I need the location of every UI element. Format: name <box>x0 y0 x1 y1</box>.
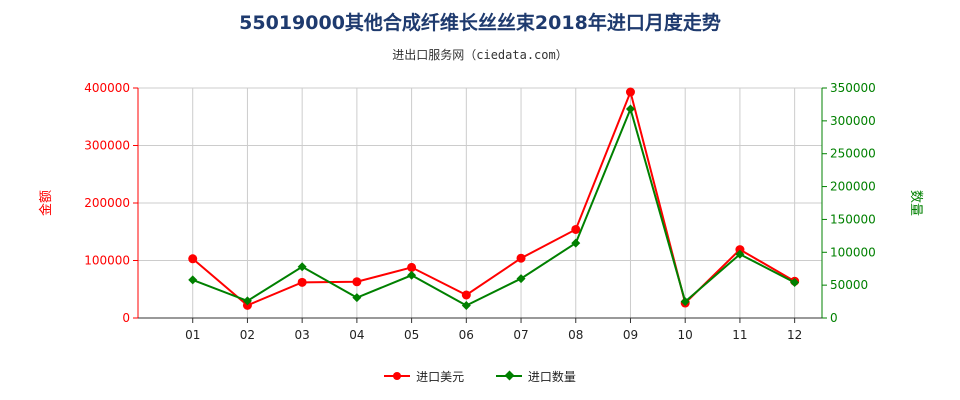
x-axis-tick-label: 01 <box>185 328 200 342</box>
legend: 进口美元 进口数量 <box>0 366 960 385</box>
right-axis-tick-label: 200000 <box>830 180 876 194</box>
right-axis-tick-label: 100000 <box>830 245 876 259</box>
data-point-quantity <box>188 275 198 285</box>
left-axis-tick-label: 400000 <box>84 81 130 95</box>
data-point-amount <box>297 277 307 287</box>
left-axis-tick-label: 200000 <box>84 196 130 210</box>
data-point-amount <box>407 262 417 272</box>
x-axis-tick-label: 11 <box>732 328 747 342</box>
legend-swatch-amount <box>384 372 411 380</box>
x-axis-tick-label: 06 <box>459 328 474 342</box>
data-point-quantity <box>735 249 745 259</box>
x-axis-tick-label: 12 <box>787 328 802 342</box>
x-axis-tick-label: 03 <box>295 328 310 342</box>
data-point-amount <box>571 224 581 234</box>
data-point-quantity <box>407 270 417 280</box>
right-axis-tick-label: 150000 <box>830 212 876 226</box>
right-axis-tick-label: 300000 <box>830 114 876 128</box>
data-point-amount <box>735 245 745 255</box>
series-line-quantity <box>192 105 796 307</box>
legend-swatch-quantity <box>495 370 522 381</box>
legend-item-quantity[interactable]: 进口数量 <box>495 368 576 385</box>
data-point-amount <box>625 87 635 97</box>
data-point-amount <box>352 277 362 287</box>
legend-label-quantity: 进口数量 <box>527 369 576 384</box>
x-axis-tick-label: 02 <box>240 328 255 342</box>
left-axis-tick-label: 100000 <box>84 254 130 268</box>
left-axis-label: 金额 <box>38 190 54 216</box>
left-axis-tick-label: 300000 <box>84 139 130 153</box>
x-axis-tick-label: 07 <box>513 328 528 342</box>
data-point-amount <box>516 253 526 263</box>
data-point-quantity <box>625 104 635 114</box>
data-point-amount <box>188 254 198 264</box>
right-axis-tick-label: 250000 <box>830 147 876 161</box>
data-point-quantity <box>461 301 471 311</box>
data-point-quantity <box>297 262 307 272</box>
data-point-quantity <box>352 293 362 303</box>
right-axis-label: 数量 <box>908 190 923 216</box>
right-axis-tick-label: 0 <box>830 311 838 325</box>
data-point-quantity <box>242 296 252 306</box>
x-axis-tick-label: 04 <box>349 328 364 342</box>
data-point-quantity <box>790 278 800 288</box>
legend-label-amount: 进口美元 <box>416 369 465 384</box>
chart-title: 55019000其他合成纤维长丝丝束2018年进口月度走势 <box>239 12 721 34</box>
x-axis-tick-label: 09 <box>623 328 638 342</box>
series-line-amount <box>192 88 796 307</box>
data-point-quantity <box>571 238 581 248</box>
data-point-quantity <box>516 274 526 284</box>
x-axis-tick-label: 08 <box>568 328 583 342</box>
right-axis-tick-label: 350000 <box>830 81 876 95</box>
chart-subtitle: 进出口服务网（ciedata.com） <box>392 48 568 62</box>
right-axis-tick-label: 50000 <box>830 278 868 292</box>
x-axis-tick-label: 05 <box>404 328 419 342</box>
x-axis-tick-label: 10 <box>678 328 693 342</box>
left-axis-tick-label: 0 <box>122 311 130 325</box>
data-point-amount <box>461 290 471 300</box>
data-point-quantity <box>680 297 690 307</box>
legend-item-amount[interactable]: 进口美元 <box>384 368 464 385</box>
